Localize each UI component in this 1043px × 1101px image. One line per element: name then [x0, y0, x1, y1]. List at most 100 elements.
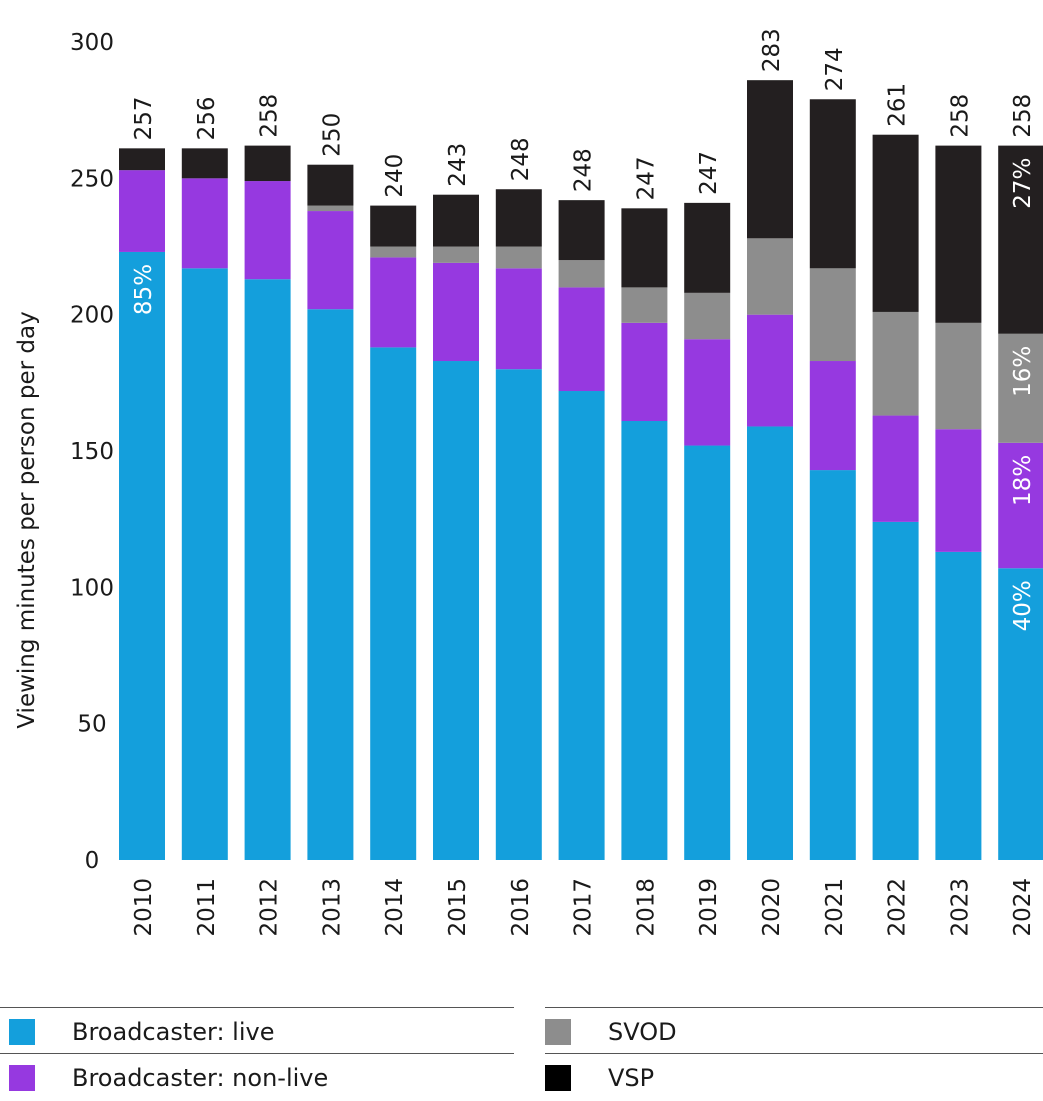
- x-axis-ticks: 2010 2011 2012 2013 2014 2015 2016 2017 2018 2019…: [131, 878, 1036, 937]
- bar-segment: [809, 99, 856, 269]
- bar-segment: [935, 551, 982, 860]
- bar-segment: [181, 268, 228, 860]
- legend-swatch: [545, 1019, 571, 1045]
- x-tick-label: 2019: [696, 878, 722, 937]
- bar-segment: [684, 202, 731, 293]
- y-tick-label: 50: [77, 712, 106, 738]
- y-tick-label: 150: [70, 439, 114, 465]
- bar-segment: [433, 262, 479, 362]
- legend-rule: [545, 1053, 1043, 1054]
- y-tick-label: 200: [70, 303, 114, 329]
- y-tick-label: 300: [70, 30, 114, 56]
- bar-total-label: 250: [319, 113, 345, 157]
- legend-swatch: [545, 1065, 571, 1091]
- bar-segment: [495, 268, 542, 370]
- stacked-bar-chart: Viewing minutes per person per day 0 50 10…: [14, 28, 1043, 937]
- bar-segment: [119, 170, 165, 252]
- bar-segment: [809, 470, 856, 860]
- bar-segment: [495, 246, 542, 269]
- y-tick-label: 100: [70, 575, 114, 601]
- bar-segment: [621, 287, 668, 323]
- x-tick-label: 2014: [382, 878, 408, 937]
- x-tick-label: 2010: [131, 878, 157, 937]
- bar-segment: [558, 287, 605, 392]
- bar-segment: [370, 257, 417, 348]
- bar-segment: [621, 208, 668, 288]
- bar-segment: [935, 429, 982, 552]
- segment-share-label: 18%: [1010, 455, 1036, 506]
- bar-segment: [872, 311, 919, 416]
- bar-segment: [181, 148, 228, 179]
- bar-total-label: 247: [633, 156, 659, 200]
- legend-swatch: [9, 1019, 35, 1045]
- bar-segment: [558, 391, 605, 860]
- bar-segment: [433, 361, 479, 860]
- bar-segment: [119, 148, 165, 171]
- bar-totals: 257 256 258 250 240 243 248 248 247 247 283 274 261 2…: [131, 28, 1036, 200]
- bar-segment: [684, 445, 731, 860]
- bar-total-label: 248: [508, 137, 534, 181]
- bar-segment: [747, 314, 793, 427]
- bar-segment: [495, 369, 542, 860]
- legend-rule: [0, 1053, 514, 1054]
- bar-total-label: 283: [759, 28, 785, 72]
- bar-segment: [747, 80, 793, 239]
- x-tick-label: 2024: [1010, 878, 1036, 937]
- bar-segment: [244, 181, 291, 280]
- x-tick-label: 2022: [885, 878, 911, 937]
- bar-segment: [872, 134, 919, 312]
- x-tick-label: 2016: [508, 878, 534, 937]
- bar-segment: [998, 145, 1043, 334]
- bar-total-label: 240: [382, 154, 408, 198]
- segment-share-label: 27%: [1010, 158, 1036, 209]
- bar-total-label: 247: [696, 151, 722, 195]
- bar-segment: [119, 251, 165, 860]
- bar-total-label: 257: [131, 96, 157, 140]
- segment-share-label: 40%: [1010, 580, 1036, 631]
- x-tick-label: 2018: [633, 878, 659, 937]
- bar-segment: [181, 178, 228, 269]
- bar-segment: [307, 309, 354, 860]
- legend-label: VSP: [608, 1064, 655, 1092]
- legend-label: SVOD: [608, 1018, 677, 1046]
- bar-segment: [244, 145, 291, 182]
- bar-segment: [998, 568, 1043, 860]
- legend-label: Broadcaster: non-live: [72, 1064, 329, 1092]
- legend: Broadcaster: live Broadcaster: non-live …: [0, 1000, 1043, 1095]
- bar-segment: [433, 194, 479, 247]
- bar-segment: [809, 268, 856, 362]
- segment-share-label: 85%: [131, 264, 157, 315]
- legend-rule: [545, 1007, 1043, 1008]
- bar-segment: [307, 205, 354, 212]
- bar-segment: [244, 279, 291, 861]
- legend-item-svod: SVOD: [545, 1009, 677, 1055]
- bar-total-label: 258: [1010, 94, 1036, 138]
- x-tick-label: 2020: [759, 878, 785, 937]
- bar-segment: [621, 322, 668, 422]
- legend-rule: [0, 1007, 514, 1008]
- bar-segment: [998, 442, 1043, 569]
- y-tick-label: 0: [85, 848, 100, 874]
- bar-segment: [684, 339, 731, 446]
- bar-segment: [872, 415, 919, 522]
- x-tick-label: 2015: [445, 878, 471, 937]
- legend-swatch: [9, 1065, 35, 1091]
- bar-segment: [433, 246, 479, 263]
- bar-segment: [935, 145, 982, 323]
- bar-total-label: 261: [885, 83, 911, 127]
- bar-total-label: 258: [947, 94, 973, 138]
- bar-segment: [370, 246, 417, 258]
- y-axis-label: Viewing minutes per person per day: [14, 311, 40, 728]
- bar-segment: [684, 292, 731, 340]
- x-tick-label: 2021: [822, 878, 848, 937]
- x-tick-label: 2013: [319, 878, 345, 937]
- bar-total-label: 274: [822, 47, 848, 91]
- bar-segment: [558, 260, 605, 288]
- segment-share-label: 16%: [1010, 346, 1036, 397]
- legend-item-broadcaster-live: Broadcaster: live: [9, 1009, 274, 1055]
- bar-segment: [747, 238, 793, 315]
- bar-total-label: 248: [571, 148, 597, 192]
- bar-segment: [307, 164, 354, 206]
- bars-group: [119, 80, 1043, 861]
- bar-segment: [747, 426, 793, 860]
